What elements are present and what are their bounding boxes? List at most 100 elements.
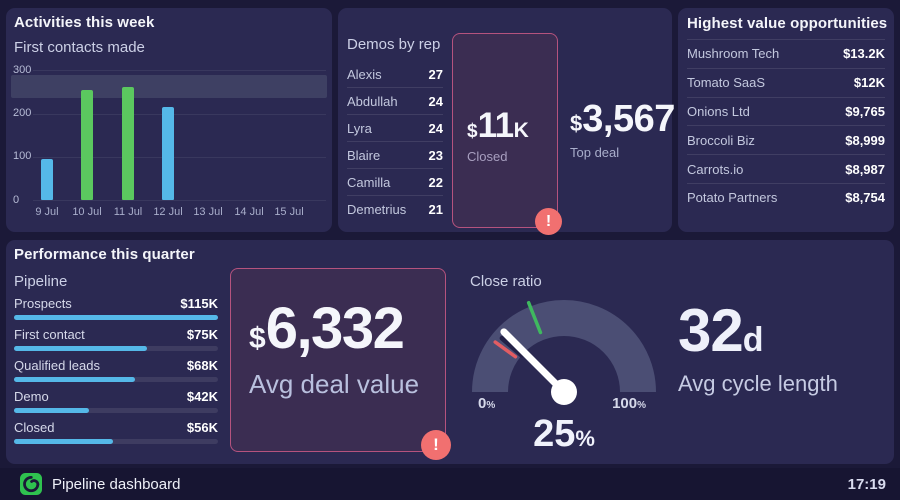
funnel-stage-head: Demo $42K — [14, 389, 218, 405]
x-axis-label: 13 Jul — [193, 206, 223, 218]
funnel-stage-label: First contact — [14, 327, 85, 342]
x-axis-label: 9 Jul — [35, 206, 59, 218]
goal-band — [11, 74, 327, 99]
tile-title: Performance this quarter — [14, 246, 195, 263]
x-axis-label: 15 Jul — [274, 206, 304, 218]
funnel-bar-track — [14, 315, 218, 320]
top-deal-label: Top deal — [570, 145, 620, 160]
avg-cycle-value: 32 d — [678, 297, 764, 364]
gauge-needle — [500, 328, 577, 405]
list-item: Broccoli Biz $8,999 — [687, 125, 885, 154]
gauge-min-label: 0% — [478, 395, 496, 412]
funnel-stage-label: Qualified leads — [14, 358, 100, 373]
currency-symbol: $ — [249, 322, 266, 355]
funnel-stage-value: $68K — [186, 358, 218, 373]
list-item: Mushroom Tech $13.2K — [687, 39, 885, 68]
x-axis-label: 10 Jul — [72, 206, 102, 218]
funnel-stage: Qualified leads $68K — [14, 358, 218, 382]
funnel-stage-head: First contact $75K — [14, 327, 218, 343]
list-item: Carrots.io $8,987 — [687, 154, 885, 183]
funnel-bar-fill — [14, 377, 135, 382]
item-name: Demetrius — [347, 202, 407, 217]
gauge-title: Close ratio — [470, 273, 542, 290]
tile-performance-this-quarter: Performance this quarter Pipeline Prospe… — [6, 240, 894, 464]
item-name: Alexis — [347, 66, 382, 82]
demos-by-rep-list: Alexis 27 Abdullah 24 Lyra 24 Blaire 23 Camilla 2… — [347, 61, 443, 223]
funnel-bar-track — [14, 377, 218, 382]
funnel-stage-value: $75K — [186, 327, 218, 342]
close-ratio-gauge — [472, 300, 656, 405]
item-value: $9,765 — [845, 103, 885, 119]
funnel-stage-label: Demo — [14, 389, 49, 404]
gauge-red-marker — [493, 340, 518, 359]
brand-logo-icon — [20, 473, 42, 495]
funnel-bar-fill — [14, 346, 148, 351]
funnel-stage-head: Closed $56K — [14, 420, 218, 436]
funnel-bar-fill — [14, 315, 218, 320]
alert-badge-icon[interactable]: ! — [535, 208, 562, 235]
bar-12-jul — [162, 107, 174, 200]
item-value: $8,754 — [845, 190, 885, 206]
funnel-stage-value: $56K — [186, 420, 218, 435]
y-axis-label: 200 — [13, 107, 32, 120]
gauge-arc — [472, 300, 656, 393]
item-value: $8,987 — [845, 161, 885, 177]
gauge-needle-shadow — [499, 335, 525, 358]
item-name: Potato Partners — [687, 190, 778, 206]
currency-symbol: $ — [467, 121, 478, 142]
item-value: 27 — [428, 66, 443, 82]
avg-deal-value: $6,332 — [249, 296, 405, 361]
list-item: Abdullah 24 — [347, 88, 443, 115]
item-value: $12K — [853, 75, 885, 91]
funnel-title: Pipeline — [14, 273, 68, 290]
item-name: Carrots.io — [687, 161, 744, 177]
footer-bar: Pipeline dashboard 17:19 — [0, 468, 900, 500]
item-value: 24 — [428, 120, 443, 136]
list-item: Demetrius 21 — [347, 196, 443, 223]
funnel-bar-fill — [14, 408, 89, 413]
x-axis-label: 12 Jul — [153, 206, 183, 218]
funnel-bar-track — [14, 346, 218, 351]
bar-10-jul — [81, 89, 93, 200]
top-deal-stat: $3,567 Top deal — [570, 98, 675, 160]
funnel-bar-track — [14, 408, 218, 413]
item-value: 21 — [428, 202, 443, 217]
tile-demos-and-deals: Demos by rep Alexis 27 Abdullah 24 Lyra 24 Bla… — [338, 8, 675, 235]
avg-cycle-stat: 32 d Avg cycle length — [678, 296, 838, 397]
funnel-stage: Prospects $115K — [14, 296, 218, 320]
first-contacts-bar-chart: 0 100 200 300 9 Jul 10 Jul 11 Jul 12 Jul 13 Jul 1… — [6, 8, 332, 232]
closed-value: $11 K — [467, 106, 529, 145]
funnel-stage: Demo $42K — [14, 389, 218, 413]
funnel-stage-label: Prospects — [14, 296, 72, 311]
list-item: Tomato SaaS $12K — [687, 67, 885, 97]
tile-highest-value-opportunities: Highest value opportunities Mushroom Tec… — [678, 8, 894, 232]
funnel-stage: Closed $56K — [14, 420, 218, 444]
item-value: $8,999 — [845, 132, 885, 148]
avg-deal-label: Avg deal value — [249, 369, 420, 399]
item-name: Broccoli Biz — [687, 132, 755, 148]
y-axis-label: 0 — [13, 193, 20, 206]
tile-activities-this-week: Activities this week First contacts made… — [6, 8, 332, 232]
tile-title: Activities this week — [14, 14, 155, 31]
chart-gridline — [33, 113, 326, 115]
list-item: Blaire 23 — [347, 142, 443, 169]
x-axis-label: 11 Jul — [113, 206, 143, 218]
item-name: Onions Ltd — [687, 103, 750, 119]
list-item: Camilla 22 — [347, 169, 443, 196]
gauge-max-label: 100% — [612, 395, 646, 412]
demos-title: Demos by rep — [347, 36, 441, 53]
list-item: Alexis 27 — [347, 61, 443, 88]
dashboard-name: Pipeline dashboard — [52, 475, 181, 493]
list-item: Potato Partners $8,754 — [687, 182, 885, 212]
funnel-bar-track — [14, 439, 218, 444]
y-axis-label: 300 — [13, 63, 32, 76]
funnel-stage-head: Prospects $115K — [14, 296, 218, 312]
avg-deal-stat-box: $6,332 Avg deal value ! — [230, 268, 451, 460]
item-name: Camilla — [347, 174, 391, 190]
x-axis-label: 14 Jul — [234, 206, 264, 218]
alert-badge-icon[interactable]: ! — [421, 430, 451, 460]
funnel-stage-value: $115K — [180, 296, 218, 311]
item-value: 24 — [428, 93, 443, 109]
chart-axis-line — [33, 200, 326, 201]
item-name: Lyra — [347, 120, 372, 136]
